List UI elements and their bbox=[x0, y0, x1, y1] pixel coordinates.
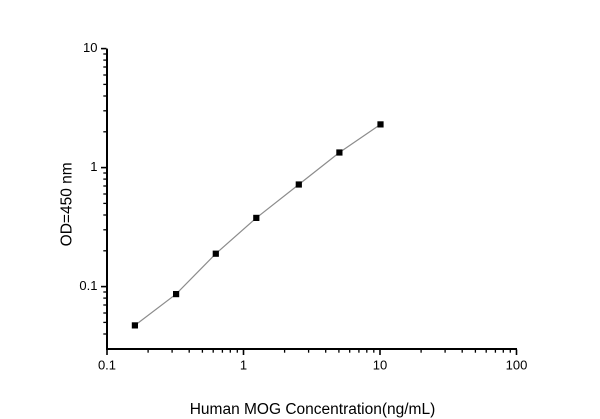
svg-text:1: 1 bbox=[240, 358, 247, 373]
svg-text:Human MOG Concentration(ng/mL): Human MOG Concentration(ng/mL) bbox=[190, 401, 436, 418]
svg-text:0.1: 0.1 bbox=[79, 278, 97, 293]
svg-text:10: 10 bbox=[83, 40, 97, 55]
svg-text:OD=450 nm: OD=450 nm bbox=[58, 162, 75, 246]
svg-text:1: 1 bbox=[90, 159, 97, 174]
svg-text:100: 100 bbox=[506, 358, 528, 373]
svg-text:0.1: 0.1 bbox=[98, 358, 116, 373]
svg-text:10: 10 bbox=[373, 358, 387, 373]
